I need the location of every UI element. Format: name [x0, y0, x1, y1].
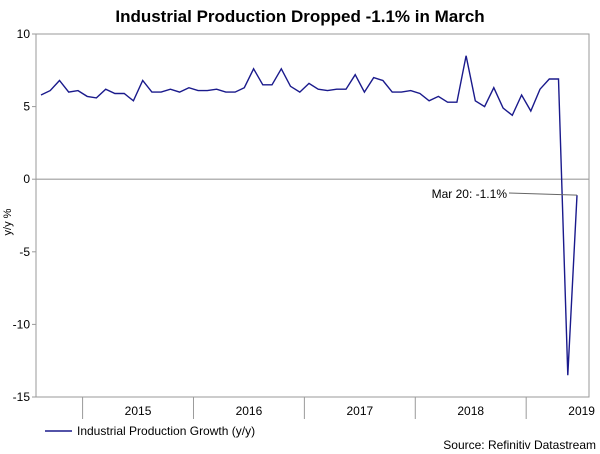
plot-frame: [35, 33, 590, 398]
y-tick-label: 5: [23, 100, 30, 114]
chart-title: Industrial Production Dropped -1.1% in M…: [115, 7, 484, 26]
x-tick-label: 2019: [568, 404, 595, 418]
series-line-industrial-production: [40, 55, 578, 376]
legend-label: Industrial Production Growth (y/y): [77, 424, 255, 438]
annotation-leader: [508, 192, 578, 196]
y-tick-label: 10: [17, 27, 31, 41]
y-tick-label: -15: [13, 390, 31, 404]
y-tick-label: -10: [13, 317, 31, 331]
x-tick-label: 2017: [346, 404, 373, 418]
x-tick-label: 2016: [236, 404, 263, 418]
source-note: Source: Refinitiv Datastream: [443, 438, 596, 452]
y-tick-label: -5: [19, 245, 30, 259]
y-tick-label: 0: [23, 172, 30, 186]
annotation-label: Mar 20: -1.1%: [432, 187, 508, 201]
x-tick-label: 2015: [125, 404, 152, 418]
y-axis-label: y/y %: [2, 208, 14, 235]
x-tick-label: 2018: [457, 404, 484, 418]
